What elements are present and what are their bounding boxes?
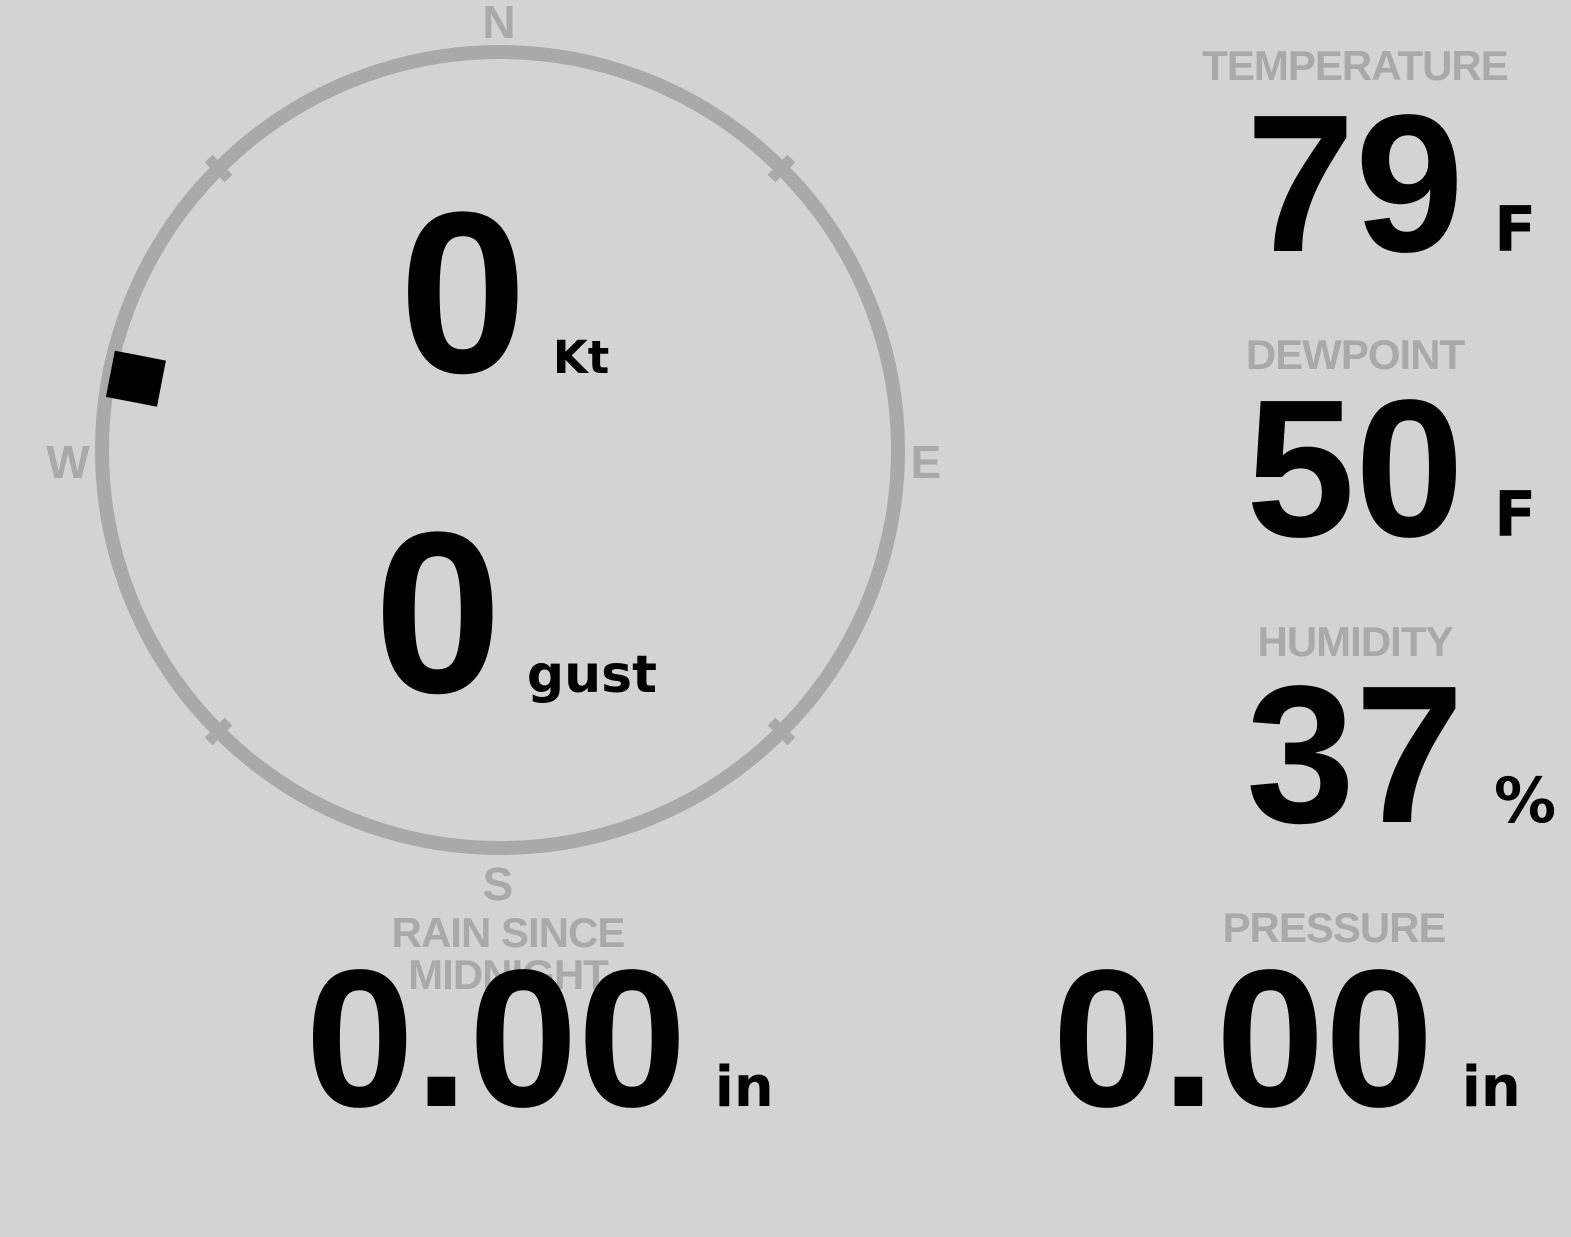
compass-ticks [204, 154, 796, 746]
compass-tick [767, 154, 796, 183]
temperature-value: 79 [1245, 74, 1464, 293]
wind-speed-value: 0 [399, 164, 527, 421]
cardinal-south-label: S [482, 858, 514, 910]
rain-since-midnight-reading: 0.00 in [281, 941, 774, 1137]
humidity-unit: % [1494, 764, 1557, 837]
humidity-value: 37 [1245, 645, 1464, 864]
cardinal-east-label: E [910, 436, 942, 488]
rain-since-midnight-label: RAIN SINCE MIDNIGHT [391, 909, 626, 998]
pressure-unit: in [1461, 1055, 1521, 1120]
humidity-label: HUMIDITY [1257, 618, 1454, 665]
pressure-label: PRESSURE [1222, 904, 1446, 951]
wind-gust-unit: gust [526, 645, 657, 705]
temperature-unit: F [1494, 193, 1537, 266]
pressure-value: 0.00 [1052, 929, 1434, 1148]
compass-tick [204, 717, 233, 746]
compass-tick [767, 717, 796, 746]
rain-since-midnight-value: 0.00 [305, 929, 687, 1148]
cardinal-north-label: N [482, 0, 516, 48]
temperature-reading: 79 F [1140, 86, 1570, 282]
wind-gust: 0 gust [374, 498, 657, 728]
compass-ring [95, 45, 905, 855]
humidity-reading: 37 % [1140, 657, 1570, 853]
wind-speed-unit: Kt [552, 331, 610, 384]
wind-compass [95, 45, 905, 855]
wind-speed: 0 Kt [399, 178, 609, 408]
pressure-reading: 0.00 in [1028, 941, 1521, 1137]
wind-direction-marker [105, 350, 166, 407]
cardinal-west-label: W [46, 436, 90, 488]
dewpoint-unit: F [1494, 478, 1537, 551]
dewpoint-reading: 50 F [1140, 371, 1570, 567]
dewpoint-value: 50 [1245, 359, 1464, 578]
temperature-label: TEMPERATURE [1202, 42, 1509, 89]
dewpoint-label: DEWPOINT [1245, 331, 1465, 378]
wind-gust-value: 0 [374, 484, 502, 741]
rain-since-midnight-unit: in [714, 1055, 774, 1120]
compass-tick [204, 154, 233, 183]
